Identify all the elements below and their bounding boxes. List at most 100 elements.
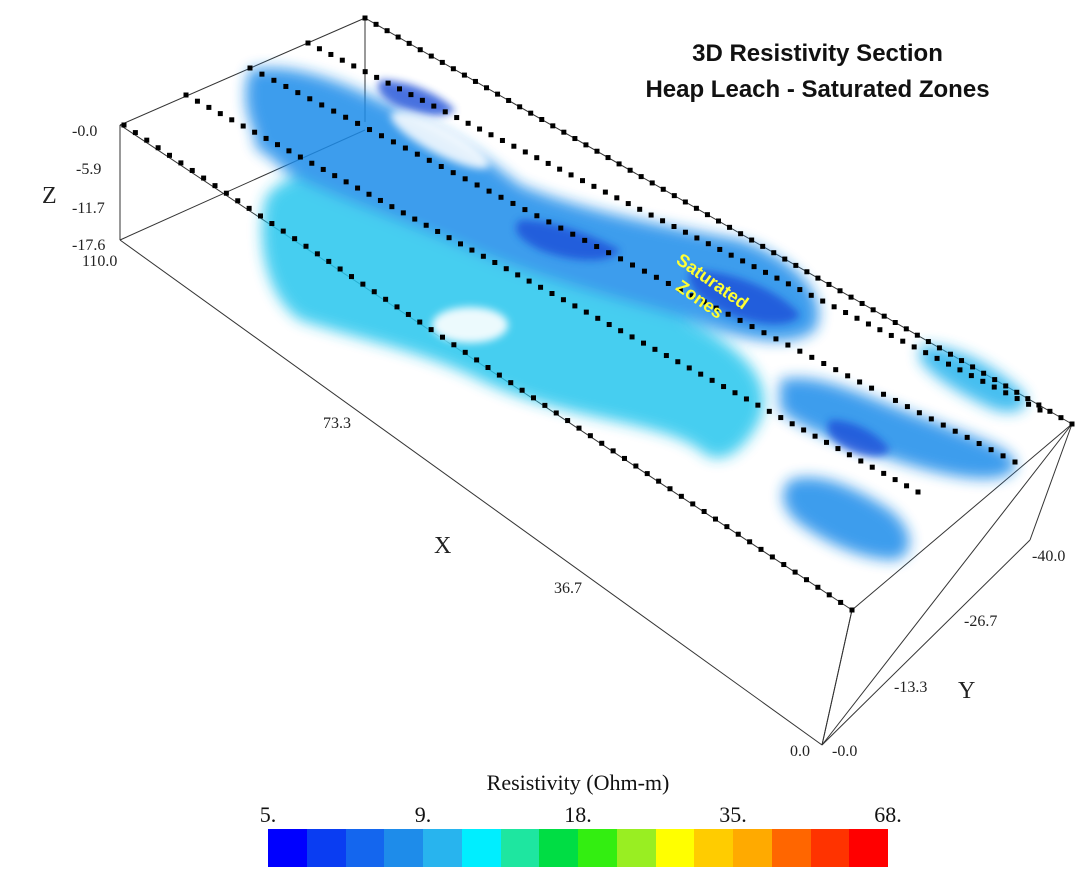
electrode-marker [178,160,184,166]
electrode-marker [417,319,423,325]
x-tick: 36.7 [554,580,582,597]
electrode-marker [545,160,551,166]
electrode-marker [877,327,883,333]
electrode-marker [343,114,349,120]
electrode-marker [307,96,313,102]
electrode-marker [1000,453,1006,459]
electrode-marker [528,110,534,116]
electrode-marker [440,334,445,340]
electrode-marker [900,338,906,344]
electrode-marker [833,367,839,373]
electrode-marker [970,364,976,370]
x-tick: 0.0 [790,743,810,760]
electrode-marker [848,294,854,300]
electrode-marker [610,448,616,454]
electrode-marker [988,447,994,453]
electrode-marker [637,206,643,212]
electrode-marker [773,336,779,342]
color-swatch [500,829,540,867]
electrode-marker [826,281,832,287]
color-swatch [578,829,617,867]
very-low-core-1 [516,220,620,261]
electrode-marker [892,477,898,483]
electrode-marker [316,46,322,52]
electrode-marker [508,380,514,386]
electrode-marker [355,185,361,191]
electrode-marker [360,281,366,287]
electrode-marker [474,182,480,188]
electrode-marker [144,137,150,143]
electrode-marker [782,256,788,262]
electrode-marker [869,464,875,470]
electrode-marker [550,123,556,129]
color-swatch [655,829,695,867]
electrode-marker [804,577,809,583]
electrode-marker [677,287,683,293]
electrode-marker [653,274,659,280]
electrode-marker [405,311,411,317]
color-swatch [733,829,772,867]
electrode-marker [622,455,627,461]
electrode-marker [845,373,851,379]
legend-title: Resistivity (Ohm-m) [486,770,670,795]
electrode-marker [428,53,434,59]
electrode-marker [1014,389,1020,395]
electrode-marker [406,40,412,46]
low-resistivity-branch-3 [920,345,1026,412]
electrode-marker [206,104,212,110]
electrode-marker [212,183,218,189]
electrode-marker [667,486,673,492]
electrode-marker [314,251,320,257]
electrode-marker [414,151,420,157]
electrode-marker [395,34,401,40]
color-swatch [268,829,307,867]
electrode-marker [283,83,289,89]
y-tick: -0.0 [832,743,857,760]
z-tick: -11.7 [72,200,105,217]
electrode-marker [503,266,509,272]
electrode-marker [599,440,605,446]
electrode-marker [713,305,719,311]
electrode-marker [766,408,772,414]
electrode-marker [689,293,695,299]
electrode-marker [486,188,492,194]
x-axis-name: X [434,533,451,559]
x-tick: 110.0 [82,253,117,270]
electrode-marker [675,359,681,365]
electrode-marker [374,74,380,80]
electrode-marker [366,191,372,197]
electrode-marker [690,501,696,507]
electrode-marker [789,421,795,427]
electrode-marker [774,275,780,281]
electrode-marker [914,332,920,338]
electrode-marker [760,243,766,249]
electrode-marker [431,103,437,109]
z-axis-name: Z [42,183,57,209]
color-swatch [345,829,385,867]
electrode-marker [808,292,814,298]
electrode-marker [660,218,666,224]
electrode-marker [426,157,432,163]
electrode-marker [815,275,821,281]
electrode-marker [846,452,852,458]
electrode-marker [328,51,334,57]
electrode-marker [337,266,343,272]
electrode-marker [826,592,832,598]
electrode-marker [705,241,711,247]
electrode-marker [1069,421,1075,427]
electrode-marker [439,59,445,65]
electrode-marker [749,324,755,330]
electrode-marker [698,371,704,377]
electrode-marker [804,269,810,275]
color-swatch [384,829,423,867]
electrode-marker [735,531,741,537]
electrode-marker [417,47,423,53]
legend-tick: 68. [874,802,902,827]
electrode-marker [549,291,555,296]
electrode-marker [824,439,829,445]
electrode-marker [660,186,666,192]
electrode-marker [319,102,325,108]
low-resistivity-branch-2 [783,477,910,560]
electrode-marker [865,321,871,327]
electrode-marker [638,174,644,180]
